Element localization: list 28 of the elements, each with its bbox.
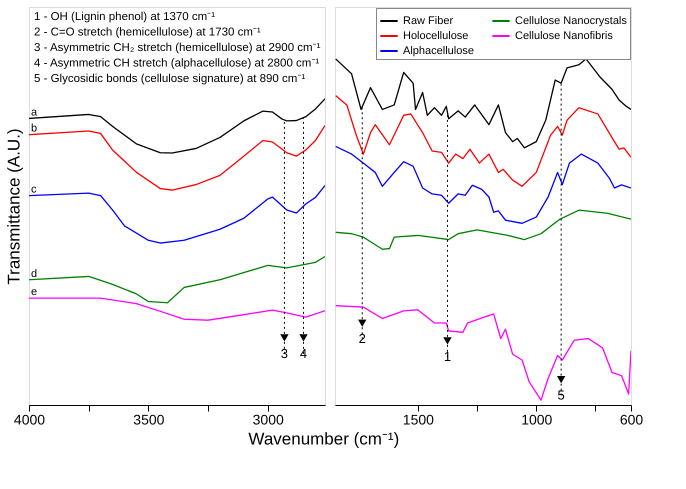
legend-label: Alphacellulose [403, 45, 474, 57]
x-axis-title: Wavenumber (cm⁻¹) [248, 430, 400, 448]
annotation: b [31, 122, 38, 135]
text: 4 - Asymmetric CH stretch (alphacellulose) at 2800 cm⁻¹ [34, 58, 320, 70]
annotation: 2 [358, 331, 366, 346]
text: 2 - C=O stretch (hemicellulose) at 1730 cm⁻¹ [34, 26, 261, 38]
x-tick-label: 3500 [133, 412, 165, 428]
x-tick-label: 1500 [402, 412, 434, 428]
text: 1 - OH (Lignin phenol) at 1370 cm⁻¹ [34, 11, 216, 23]
annotation: a [31, 106, 38, 118]
annotation: c [31, 184, 37, 196]
annotation: d [31, 268, 38, 280]
annotation: e [31, 286, 38, 298]
x-tick-label: 4000 [14, 412, 46, 428]
legend-label: Raw Fiber [403, 15, 454, 27]
legend-label: Holocellulose [403, 30, 468, 42]
x-tick-label: 3000 [252, 412, 284, 428]
text: 5 - Glycosidic bonds (cellulose signature) at 890 cm⁻¹ [34, 73, 306, 85]
x-tick-label: 1000 [521, 412, 553, 428]
annotation: 3 [280, 346, 288, 361]
annotation: 4 [300, 346, 308, 361]
legend-label: Cellulose Nanofibris [515, 30, 614, 42]
annotation: 5 [558, 388, 565, 403]
annotation: 1 [444, 348, 452, 364]
y-axis-title: Transmittance (A.U.) [4, 128, 24, 285]
text: 3 - Asymmetric CH₂ stretch (hemicellulose) at 2900 cm⁻¹ [34, 42, 321, 54]
x-tick-label: 600 [620, 412, 644, 428]
legend-label: Cellulose Nanocrystals [515, 15, 628, 27]
